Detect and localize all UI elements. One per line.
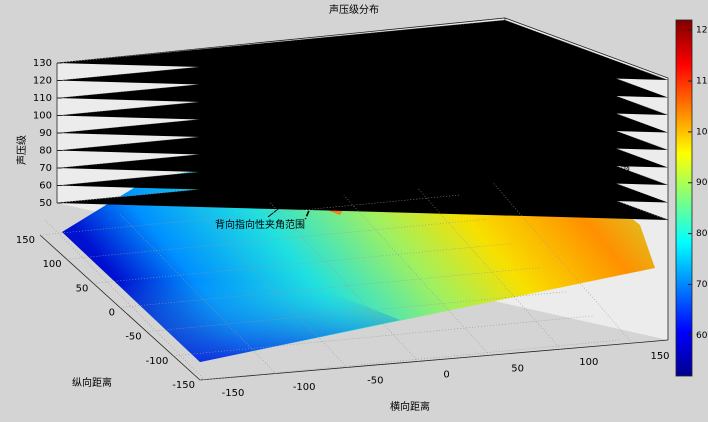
- y-tick-label: 50: [76, 283, 89, 294]
- y-tick-label: -100: [146, 356, 169, 367]
- grid-line: [343, 195, 490, 356]
- grid-line: [119, 267, 541, 308]
- chart-title: 声压级分布: [329, 3, 379, 16]
- x-tick-label: 100: [579, 357, 598, 368]
- z-tick-label: 130: [33, 58, 52, 69]
- grid-line: [493, 182, 633, 344]
- x-tick-label: 0: [443, 370, 449, 381]
- grid-line: [93, 243, 514, 284]
- grid-line: [39, 194, 461, 236]
- grid-line: [119, 213, 277, 375]
- grid-line: [268, 201, 419, 362]
- z-tick-label: 70: [39, 163, 52, 174]
- z-tick-label: 50: [39, 198, 52, 209]
- z-tick-label: 60: [39, 181, 52, 192]
- y-tick-label: -150: [172, 380, 195, 391]
- annotation: 背向指向性夹角范围: [215, 218, 305, 231]
- grid-line: [66, 218, 487, 260]
- colorbar-tick-label: 80: [696, 229, 708, 239]
- x-tick-label: -50: [367, 376, 383, 387]
- y-axis-label: 纵向距离: [72, 376, 112, 389]
- x-tick-label: -100: [293, 382, 316, 393]
- z-tick-label: 110: [33, 93, 52, 104]
- colorbar-tick-label: 110: [696, 77, 708, 87]
- x-tick-label: 150: [650, 351, 669, 362]
- y-tick-label: 0: [109, 308, 115, 319]
- z-tick-label: 100: [33, 111, 52, 122]
- z-tick-label: 90: [39, 128, 52, 139]
- x-tick-label: 50: [511, 363, 524, 374]
- y-tick-label: 100: [43, 259, 62, 270]
- colorbar-tick-label: 70: [696, 280, 708, 290]
- x-axis-label: 横向距离: [390, 400, 430, 413]
- colorbar: [675, 19, 693, 377]
- colorbar-tick-label: 60: [696, 331, 708, 341]
- grid-line: [56, 19, 669, 81]
- z-axis-label: 声压级: [15, 135, 28, 165]
- grid-line: [173, 315, 594, 357]
- y-tick-label: -50: [125, 332, 141, 343]
- grid-line: [146, 291, 567, 332]
- x-tick-label: -150: [222, 388, 245, 399]
- z-tick-label: 80: [39, 146, 52, 157]
- grid-line: [194, 207, 348, 368]
- y-tick-label: 150: [16, 235, 35, 246]
- colorbar-tick-label: 100: [696, 127, 708, 137]
- grid-line: [199, 339, 621, 381]
- colorbar-tick-label: 90: [696, 178, 708, 188]
- colorbar-tick-label: 120: [696, 26, 708, 36]
- z-tick-label: 120: [33, 76, 52, 87]
